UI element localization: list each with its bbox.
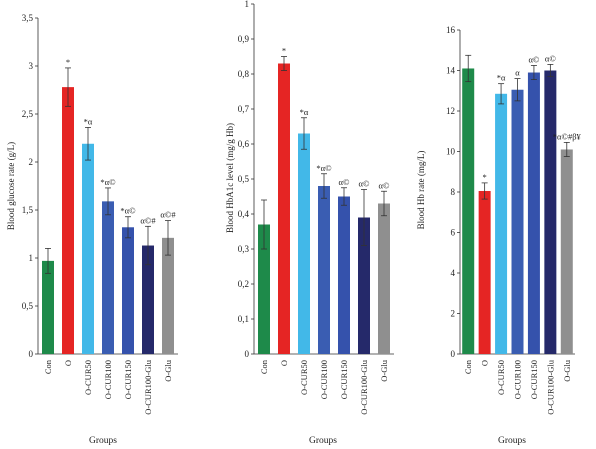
y-tick-label: 0 — [451, 349, 456, 359]
bar — [478, 190, 491, 354]
category-label: Con — [259, 359, 269, 374]
significance-label: α© — [528, 54, 539, 64]
significance-label: α© — [545, 53, 556, 63]
bar — [338, 196, 350, 354]
y-tick-label: 0 — [245, 349, 250, 359]
bar — [544, 70, 557, 354]
category-label: O — [63, 360, 73, 366]
bar — [42, 260, 54, 354]
y-tick-label: 4 — [451, 268, 456, 278]
bar — [560, 149, 573, 354]
y-tick-label: 16 — [446, 25, 456, 35]
x-axis-title: Groups — [89, 436, 117, 446]
bar — [318, 186, 330, 354]
significance-label: α© — [379, 180, 390, 190]
category-label: O-CUR150 — [529, 360, 539, 399]
y-tick-label: 0,1 — [238, 314, 249, 324]
y-tick-label: 0,6 — [238, 139, 250, 149]
significance-label: * — [282, 46, 286, 56]
significance-label: *α©#β¥ — [553, 131, 582, 141]
category-label: O-CUR100 — [103, 360, 113, 399]
category-label: O — [279, 360, 289, 366]
y-tick-label: 0,9 — [238, 34, 250, 44]
y-tick-label: 8 — [451, 187, 456, 197]
category-label: O-Glu — [163, 359, 173, 381]
y-axis-title: Blood glucose rate (g/L) — [6, 142, 16, 230]
y-tick-label: 3 — [29, 61, 34, 71]
category-label: O-CUR100-Glu — [359, 359, 369, 415]
bar — [495, 93, 508, 354]
bar — [162, 237, 174, 354]
significance-label: *α© — [316, 163, 332, 173]
category-label: O-CUR150 — [123, 360, 133, 399]
category-label: Con — [463, 359, 473, 374]
y-tick-label: 1 — [245, 0, 250, 9]
y-tick-label: 3,5 — [22, 13, 34, 23]
category-label: O-CUR100 — [513, 360, 523, 399]
y-tick-label: 2,5 — [22, 109, 34, 119]
y-tick-label: 10 — [446, 147, 456, 157]
category-label: O-CUR100-Glu — [143, 359, 153, 415]
y-tick-label: 2 — [29, 157, 34, 167]
significance-label: *α — [84, 116, 93, 126]
significance-label: α© — [339, 177, 350, 187]
category-label: O-CUR100 — [319, 360, 329, 399]
y-axis-title: Blood HbA1c level (mg/g Hb) — [225, 123, 235, 233]
y-axis-title: Blood Hb rate (mg/L) — [416, 151, 426, 230]
bar — [122, 227, 134, 354]
category-label: O-CUR150 — [339, 360, 349, 399]
y-tick-label: 0,5 — [238, 174, 250, 184]
bar — [82, 143, 94, 354]
significance-label: α©# — [140, 215, 156, 225]
significance-label: *α© — [120, 206, 136, 216]
bar — [511, 89, 524, 355]
y-tick-label: 0,2 — [238, 279, 249, 289]
significance-label: *α© — [100, 177, 116, 187]
category-label: O-CUR100-Glu — [545, 359, 555, 415]
significance-label: * — [483, 172, 487, 182]
category-label: O-CUR50 — [299, 360, 309, 395]
category-label: O-CUR50 — [83, 360, 93, 395]
significance-label: α© — [359, 179, 370, 189]
significance-label: *α — [497, 73, 506, 83]
y-tick-label: 1,5 — [22, 205, 34, 215]
y-tick-label: 0,7 — [238, 104, 250, 114]
significance-label: *α — [300, 107, 309, 117]
bar — [462, 68, 475, 354]
category-label: O — [480, 360, 490, 366]
y-tick-label: 1 — [29, 253, 34, 263]
bar — [298, 133, 310, 354]
x-axis-title: Groups — [309, 436, 337, 446]
y-tick-label: 0,5 — [22, 301, 34, 311]
significance-label: * — [66, 57, 70, 67]
bar — [378, 203, 390, 354]
bar — [142, 245, 154, 354]
bar — [278, 63, 290, 354]
y-tick-label: 14 — [446, 66, 456, 76]
bar — [527, 72, 540, 355]
category-label: O-CUR50 — [496, 360, 506, 395]
x-axis-title: Groups — [498, 436, 526, 446]
category-label: O-Glu — [562, 359, 572, 381]
y-tick-label: 0,8 — [238, 69, 250, 79]
significance-label: α©# — [160, 210, 176, 220]
category-label: O-Glu — [379, 359, 389, 381]
y-tick-label: 0 — [29, 349, 34, 359]
bar — [258, 224, 270, 354]
category-label: Con — [43, 359, 53, 374]
y-tick-label: 0,4 — [238, 209, 250, 219]
significance-label: α — [515, 68, 520, 78]
y-tick-label: 0,3 — [238, 244, 250, 254]
bar — [358, 217, 370, 354]
bar — [62, 87, 74, 355]
y-tick-label: 6 — [451, 228, 456, 238]
y-tick-label: 2 — [451, 309, 456, 319]
y-tick-label: 12 — [446, 106, 455, 116]
bar — [102, 201, 114, 354]
